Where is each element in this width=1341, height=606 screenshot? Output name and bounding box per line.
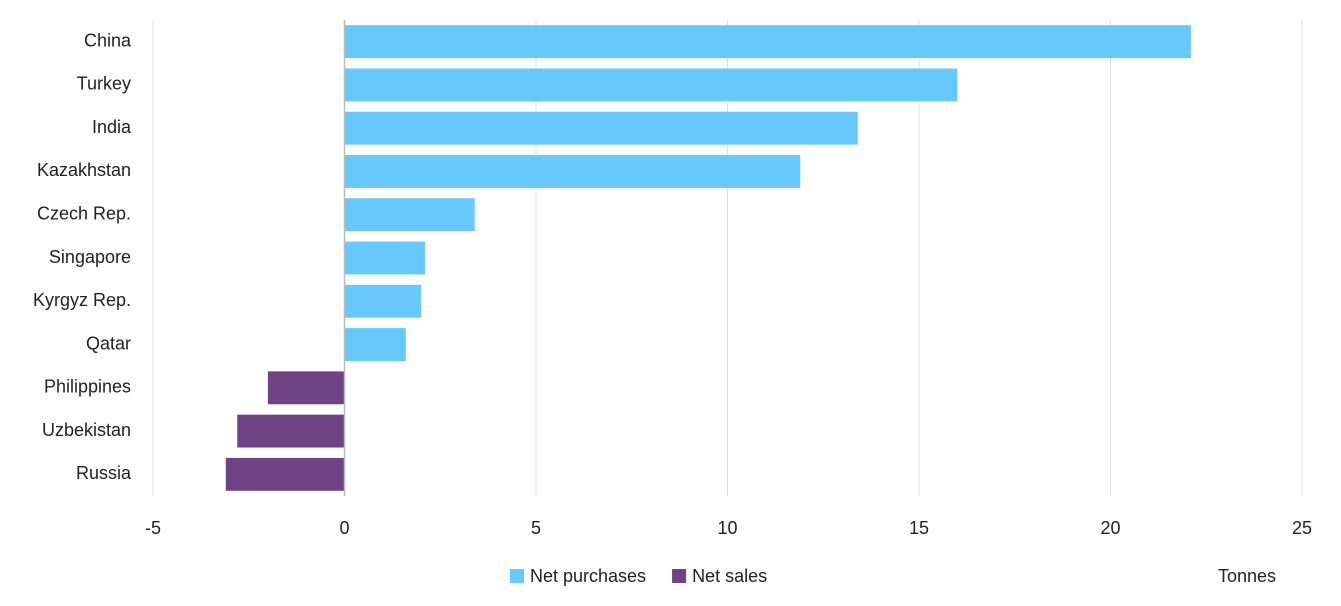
y-tick-label: Singapore [49, 247, 131, 267]
y-tick-label: India [92, 117, 132, 137]
bar [344, 328, 406, 361]
legend-label: Net sales [692, 566, 767, 586]
y-tick-label: Turkey [77, 74, 131, 94]
bar [344, 25, 1191, 59]
bar [344, 111, 858, 145]
legend-swatch [510, 569, 524, 583]
y-tick-label: Uzbekistan [42, 420, 131, 440]
x-tick-label: 25 [1292, 518, 1312, 538]
y-tick-label: Qatar [86, 333, 131, 353]
y-tick-label: China [84, 30, 132, 50]
bar [344, 155, 801, 188]
y-tick-label: Kyrgyz Rep. [33, 290, 131, 310]
x-tick-label: 20 [1100, 518, 1120, 538]
y-tick-label: Philippines [44, 377, 131, 397]
bar [225, 457, 345, 491]
y-tick-label: Kazakhstan [37, 160, 131, 180]
x-tick-label: 15 [909, 518, 929, 538]
y-tick-label: Russia [76, 463, 132, 483]
bar [237, 414, 345, 448]
x-tick-label: 5 [531, 518, 541, 538]
x-axis-label: Tonnes [1218, 566, 1276, 586]
bar [344, 68, 958, 102]
y-tick-label: Czech Rep. [37, 203, 131, 223]
legend-swatch [672, 569, 687, 583]
bar [267, 371, 345, 405]
x-tick-label: -5 [145, 518, 161, 538]
bar [344, 198, 475, 232]
bar [344, 241, 425, 275]
x-tick-label: 0 [339, 518, 349, 538]
x-tick-label: 10 [717, 518, 737, 538]
legend-label: Net purchases [530, 566, 646, 586]
bar [344, 284, 422, 318]
